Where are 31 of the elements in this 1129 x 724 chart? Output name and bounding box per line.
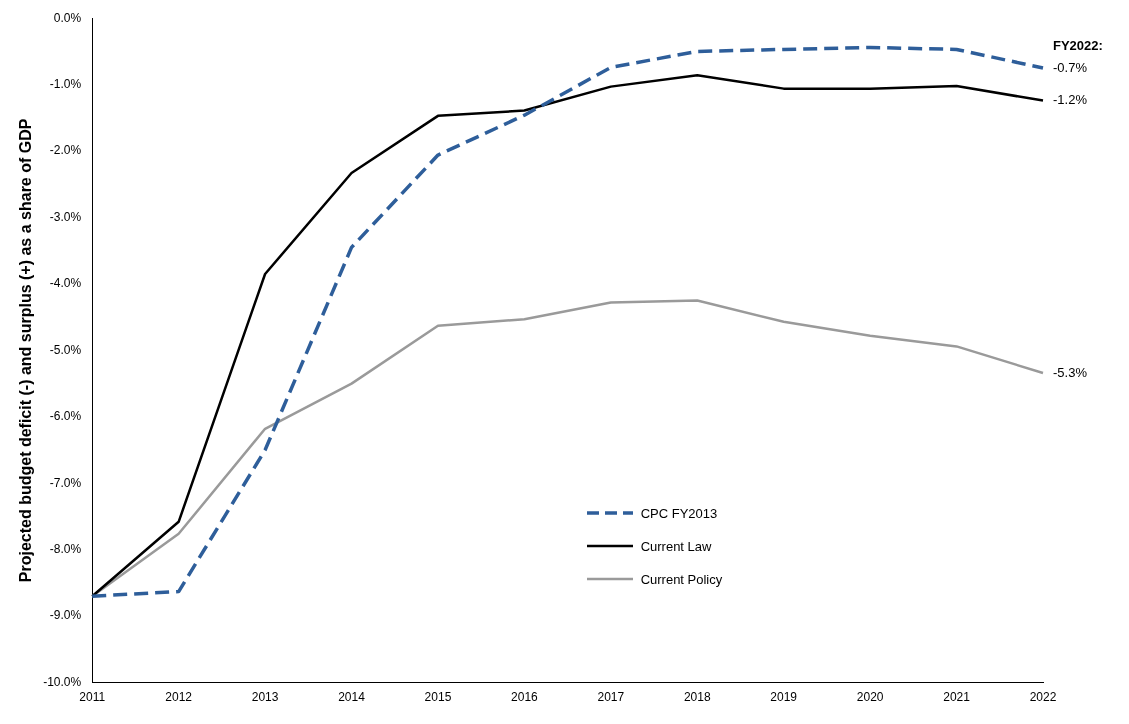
data-label: -1.2% [1053,92,1088,108]
y-tick-label: -10.0% [43,674,82,689]
x-tick-label: 2022 [1029,690,1057,705]
x-tick-label: 2020 [856,690,884,705]
x-tick-label: 2012 [165,690,193,705]
y-axis-title: Projected budget deficit (-) and surplus (+) as a share of GDP [17,118,35,583]
x-tick-label: 2019 [770,690,798,705]
y-tick-label: -7.0% [49,475,82,490]
y-tick-label: -9.0% [49,608,82,623]
y-tick-label: -8.0% [49,542,82,557]
y-tick-label: 0.0% [53,10,82,25]
data-label: -5.3% [1053,364,1088,380]
x-tick-label: 2011 [79,690,106,705]
x-tick-label: 2017 [597,690,625,705]
x-tick-label: 2016 [511,690,539,705]
text: FY2022: [1053,37,1103,53]
x-tick-label: 2014 [338,690,366,705]
y-tick-label: -4.0% [49,276,82,291]
data-label: -0.7% [1053,59,1088,75]
y-tick-label: -6.0% [49,409,82,424]
x-tick-label: 2021 [943,690,971,705]
legend-label: Current Policy [640,571,723,587]
y-tick-label: -2.0% [49,143,82,158]
x-tick-label: 2018 [683,690,711,705]
x-tick-label: 2015 [424,690,452,705]
legend-label: CPC FY2013 [640,505,718,521]
y-tick-label: -5.0% [49,342,82,357]
y-tick-label: -3.0% [49,209,82,224]
x-tick-label: 2013 [251,690,279,705]
y-tick-label: -1.0% [49,76,82,91]
legend-label: Current Law [640,538,712,554]
